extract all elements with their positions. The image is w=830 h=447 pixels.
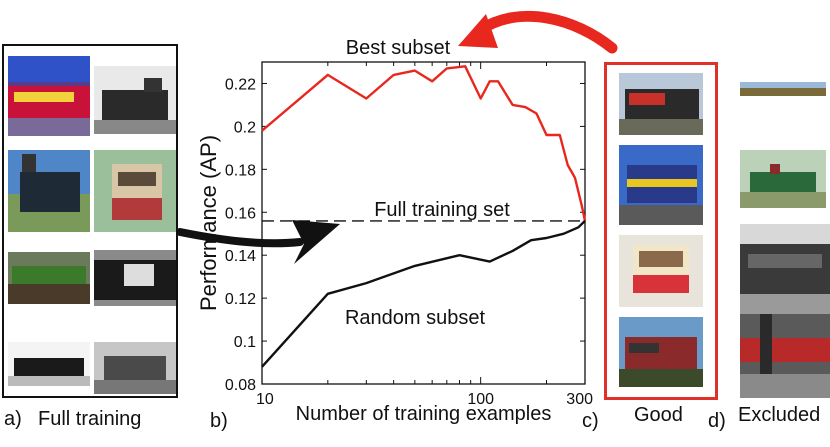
full-training-panel <box>2 44 178 398</box>
x-tick-label: 100 <box>467 391 494 408</box>
y-tick-label: 0.18 <box>225 162 256 179</box>
panel-d-letter: d) <box>708 410 726 432</box>
red-arrow-shaft <box>474 10 618 54</box>
excluded-train-photo <box>740 224 830 314</box>
train-photo <box>8 252 90 304</box>
train-photo <box>94 250 176 306</box>
panel-b-letter: b) <box>210 410 228 432</box>
x-tick-label: 10 <box>256 391 274 408</box>
train-photo <box>94 342 176 394</box>
best-subset-label: Best subset <box>346 37 451 59</box>
random-subset-label: Random subset <box>345 307 486 329</box>
good-train-photo <box>619 235 703 307</box>
y-tick-label: 0.14 <box>225 248 256 265</box>
black-arrow-shaft <box>176 228 304 248</box>
red-arrow-head <box>458 14 498 48</box>
plot-frame <box>261 61 586 385</box>
full-training-set-label: Full training set <box>374 199 510 221</box>
y-axis-label: Performance (AP) <box>196 135 221 311</box>
good-panel <box>604 62 718 400</box>
y-tick-label: 0.1 <box>234 334 256 351</box>
good-train-photo <box>619 145 703 225</box>
excluded-train-photo <box>740 82 826 96</box>
train-photo <box>8 56 90 136</box>
y-tick-label: 0.16 <box>225 205 256 222</box>
x-axis-label: Number of training examples <box>296 403 552 425</box>
train-photo <box>8 342 90 386</box>
excluded-train-photo <box>740 150 826 208</box>
train-photo <box>8 150 90 232</box>
x-tick-label: 300 <box>566 391 593 408</box>
panel-a-letter: a) <box>4 408 22 430</box>
train-photo <box>94 66 176 134</box>
best-subset-line <box>261 65 587 222</box>
random-subset-line <box>261 220 586 368</box>
panel-a-caption: Full training <box>38 408 142 430</box>
panel-c-letter: c) <box>582 410 599 432</box>
good-train-photo <box>619 73 703 135</box>
y-tick-label: 0.2 <box>234 119 256 136</box>
good-train-photo <box>619 317 703 387</box>
panel-d-caption: Excluded <box>738 404 821 426</box>
y-tick-label: 0.22 <box>225 76 256 93</box>
train-photo <box>94 150 176 232</box>
y-tick-label: 0.12 <box>225 291 256 308</box>
black-arrow-head <box>292 220 340 264</box>
y-tick-label: 0.08 <box>225 377 256 394</box>
panel-c-caption: Good <box>634 404 683 426</box>
excluded-train-photo <box>740 314 830 398</box>
